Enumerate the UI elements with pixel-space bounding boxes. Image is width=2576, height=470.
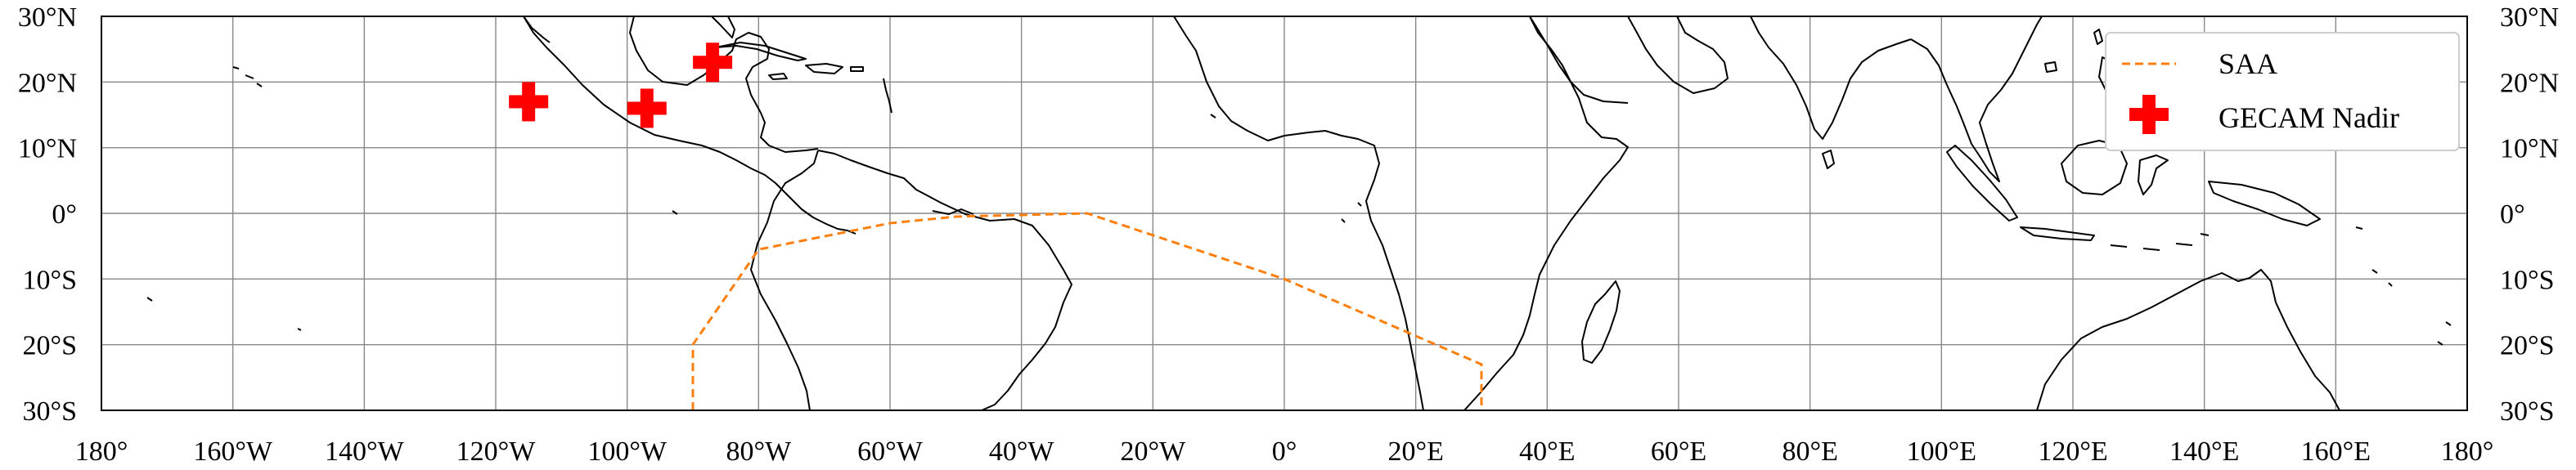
latitude-tick-label-right: 30°S [2500, 396, 2555, 427]
longitude-tick-label: 180° [75, 436, 128, 467]
coastline-florida [711, 16, 735, 38]
longitude-tick-label: 120°E [2038, 436, 2107, 467]
longitude-tick-label: 20°W [1120, 436, 1186, 467]
longitude-tick-label: 80°E [1782, 436, 1837, 467]
legend-box [2105, 32, 2460, 151]
saa-region [691, 212, 1483, 410]
coastline-australia [2036, 269, 2340, 410]
legend: SAA GECAM Nadir [2105, 32, 2460, 151]
coastline-sulawesi [2138, 154, 2169, 195]
coastline-hawaii [232, 66, 263, 87]
gecam-nadir-marker [509, 82, 549, 122]
coastline-southeast-asia [1910, 16, 2043, 182]
coastlines [146, 16, 2452, 410]
coastline-lesser-antilles [883, 78, 892, 114]
legend-gecam-nadir-label: GECAM Nadir [2219, 101, 2399, 134]
saa-boundary-line [691, 212, 1483, 410]
latitude-tick-label-right: 30°N [2500, 2, 2559, 33]
gecam-nadir-marker [627, 88, 667, 128]
coastline-south-america [750, 150, 1072, 410]
coastline-pacific-islands [146, 226, 2452, 346]
longitude-tick-label: 0° [1272, 436, 1297, 467]
longitude-tick-label: 100°W [587, 436, 668, 467]
latitude-tick-label-left: 30°S [22, 396, 77, 427]
latitude-tick-labels: 30°N 30°N 20°N 20°N 10°N 10°N 0° 0° 10°S 10°S 20°S… [18, 2, 2559, 427]
coastline-gulf-of-mexico [629, 16, 819, 153]
latitude-tick-label-right: 10°S [2500, 265, 2555, 295]
longitude-tick-label: 60°E [1651, 436, 1706, 467]
coastline-gulf-of-guinea-islands [1341, 202, 1362, 223]
coastline-new-guinea [2208, 181, 2321, 226]
plus-bar-vertical [522, 82, 536, 122]
latitude-tick-label-left: 10°S [22, 265, 77, 295]
coastline-jamaica [768, 73, 788, 80]
map-frame [101, 16, 2468, 411]
gecam-nadir-marker [693, 43, 733, 83]
longitude-tick-label: 160°W [193, 436, 273, 467]
longitude-tick-label: 120°W [456, 436, 537, 467]
coastline-north-america [523, 16, 856, 235]
coastline-baja [523, 16, 551, 43]
coastline-cuba [715, 42, 807, 61]
latitude-tick-label-left: 10°N [18, 134, 77, 164]
longitude-tick-label: 80°W [726, 436, 792, 467]
coastline-arabia [1627, 16, 1729, 94]
latitude-tick-label-right: 0° [2500, 199, 2525, 230]
longitude-tick-label: 140°E [2169, 436, 2239, 467]
longitude-tick-label: 140°W [325, 436, 405, 467]
coastline-hainan [2044, 61, 2057, 73]
plus-bar-vertical [640, 88, 654, 128]
longitude-tick-label: 40°E [1519, 436, 1575, 467]
longitude-tick-label: 40°W [989, 436, 1055, 467]
legend-plus-marker [2129, 95, 2169, 134]
longitude-tick-label: 20°E [1387, 436, 1443, 467]
coastline-sumatra [1946, 145, 2018, 222]
gecam-nadir-markers [509, 43, 733, 128]
graticule-grid [101, 16, 2468, 411]
longitude-tick-label: 160°E [2301, 436, 2371, 467]
legend-gecam-nadir-swatch [2129, 95, 2169, 134]
coastline-red-sea [1529, 16, 1629, 104]
coastline-puerto-rico [850, 66, 864, 72]
coastline-taiwan [2093, 29, 2103, 45]
longitude-tick-labels: 180° 160°W 140°W 120°W 100°W 80°W 60°W 40°W 20°W… [75, 436, 2494, 467]
coastline-borneo [2061, 140, 2128, 195]
latitude-tick-label-right: 10°N [2500, 134, 2559, 164]
coastline-galapagos [672, 210, 678, 215]
coastline-hispaniola [805, 63, 843, 74]
latitude-tick-label-left: 20°S [22, 331, 77, 361]
legend-saa-label: SAA [2219, 47, 2277, 80]
latitude-tick-label-right: 20°S [2500, 331, 2555, 361]
latitude-tick-label-left: 20°N [18, 68, 77, 98]
coastline-indonesia-small-islands [2110, 233, 2210, 251]
latitude-tick-label-right: 20°N [2500, 68, 2559, 98]
coastline-india [1750, 16, 1912, 140]
plus-bar-vertical [2142, 95, 2156, 134]
coastline-cape-verde [1210, 114, 1216, 119]
coastline-amazon-mouth [932, 208, 974, 215]
latitude-tick-label-left: 30°N [18, 2, 77, 33]
plus-bar-vertical [706, 43, 720, 83]
coastline-madagascar [1581, 280, 1621, 364]
latitude-tick-label-left: 0° [52, 199, 77, 230]
longitude-tick-label: 60°W [857, 436, 924, 467]
coastline-sri-lanka [1822, 150, 1835, 169]
longitude-tick-label: 100°E [1907, 436, 1976, 467]
longitude-tick-label: 180° [2441, 436, 2494, 467]
coastline-java [2020, 226, 2095, 241]
